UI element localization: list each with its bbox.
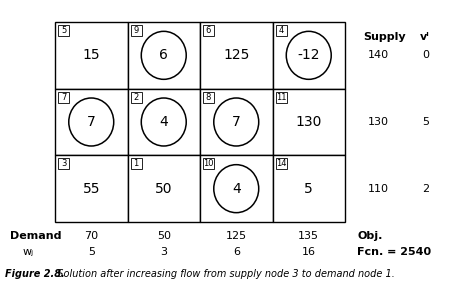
Text: 15: 15 [82,48,100,62]
Bar [131,158,141,169]
Text: 3: 3 [61,159,66,168]
Bar [55,155,127,222]
Text: 135: 135 [298,231,319,241]
Text: vᴵ: vᴵ [420,32,430,42]
Text: 10: 10 [203,159,214,168]
Bar [275,25,287,36]
Text: Figure 2.8.: Figure 2.8. [5,269,65,279]
Text: 14: 14 [276,159,286,168]
Bar [203,92,214,103]
Text: Supply: Supply [363,32,406,42]
Text: 6: 6 [206,26,211,35]
Bar [58,92,69,103]
Text: 140: 140 [368,50,389,60]
Bar [275,92,287,103]
Text: 2: 2 [133,93,139,102]
Text: 125: 125 [223,48,250,62]
Bar [131,25,141,36]
Text: 5: 5 [88,247,95,257]
Bar [127,89,200,155]
Bar [273,22,345,89]
Text: 16: 16 [302,247,316,257]
Text: 130: 130 [368,117,389,127]
Text: wⱼ: wⱼ [23,247,34,257]
Bar [200,155,273,222]
Text: 8: 8 [206,93,211,102]
Text: Solution after increasing flow from supply node 3 to demand node 1.: Solution after increasing flow from supp… [51,269,395,279]
Bar [131,92,141,103]
Text: 4: 4 [278,26,283,35]
Bar [200,89,273,155]
Bar [55,89,127,155]
Text: -12: -12 [298,48,320,62]
Text: 4: 4 [159,115,168,129]
Text: 5: 5 [61,26,66,35]
Bar [200,22,273,89]
Text: 3: 3 [160,247,167,257]
Text: 5: 5 [423,117,430,127]
Text: 7: 7 [232,115,241,129]
Text: Obj.: Obj. [357,231,383,241]
Text: 11: 11 [276,93,286,102]
Text: 125: 125 [226,231,247,241]
Text: 6: 6 [159,48,168,62]
Text: 55: 55 [83,182,100,196]
Text: 50: 50 [157,231,171,241]
Text: 7: 7 [87,115,95,129]
Bar [273,155,345,222]
Bar [127,22,200,89]
Text: 1: 1 [133,159,139,168]
Text: 6: 6 [233,247,240,257]
Text: 9: 9 [133,26,139,35]
Text: Demand: Demand [10,231,62,241]
Bar [275,158,287,169]
Text: 0: 0 [423,50,430,60]
Text: 4: 4 [232,182,241,196]
Bar [203,25,214,36]
Text: Fcn. = 2540: Fcn. = 2540 [357,247,431,257]
Text: 7: 7 [61,93,66,102]
Text: 110: 110 [368,184,389,194]
Text: 2: 2 [423,184,430,194]
Bar [127,155,200,222]
Text: 130: 130 [296,115,322,129]
Bar [58,25,69,36]
Bar [273,89,345,155]
Bar [55,22,127,89]
Bar [58,158,69,169]
Bar [203,158,214,169]
Text: 5: 5 [305,182,313,196]
Text: 70: 70 [84,231,98,241]
Text: 50: 50 [155,182,172,196]
